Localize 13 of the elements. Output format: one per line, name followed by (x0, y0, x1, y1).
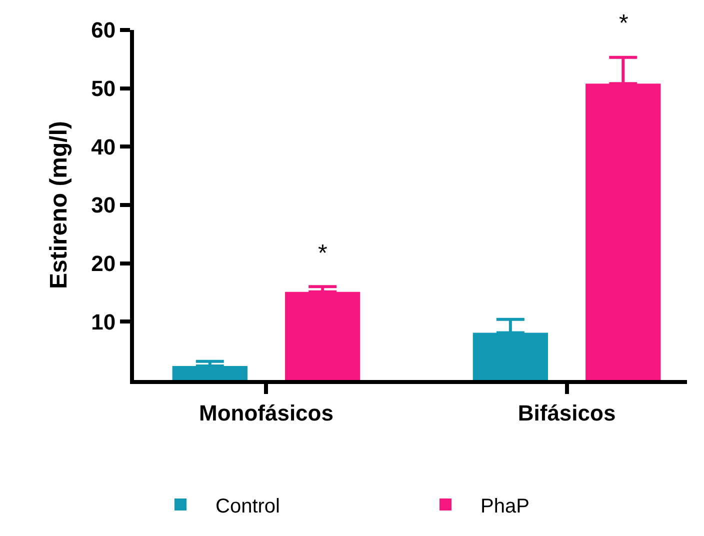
annotation: * (318, 240, 328, 267)
x-tick-label: Monofásicos (199, 400, 334, 426)
y-tick-label: 20 (91, 251, 116, 276)
y-tick-label: 40 (91, 134, 116, 160)
y-axis-title: Estireno (mg/l) (46, 120, 73, 290)
y-tick-label: 50 (91, 76, 116, 102)
y-tick-label: 10 (91, 309, 116, 334)
legend-label: Control (216, 495, 280, 518)
x-tick-label: Bifásicos (518, 400, 616, 426)
y-tick-label: 30 (91, 192, 116, 218)
legend-label: PhaP (480, 495, 530, 518)
annotation: * (619, 10, 628, 37)
y-tick-label: 60 (91, 18, 116, 43)
